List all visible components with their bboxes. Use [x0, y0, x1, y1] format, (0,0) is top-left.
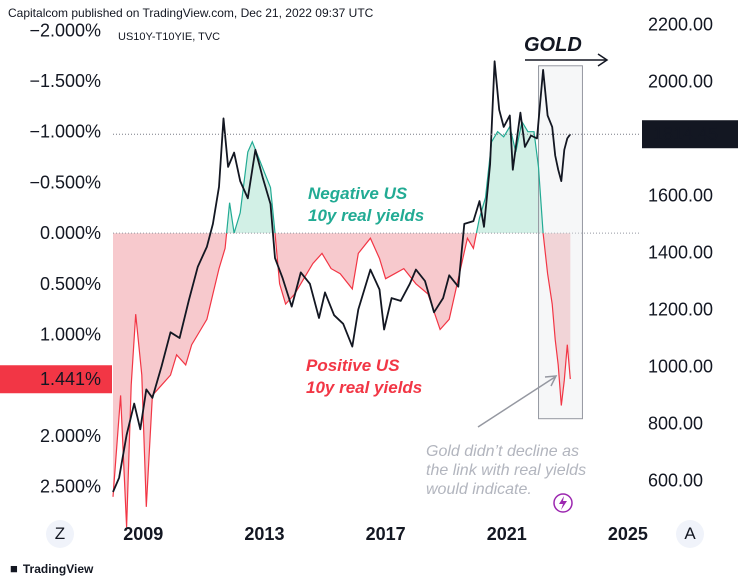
left-axis-tick: 0.000%: [40, 223, 101, 243]
right-axis-tick: 1600.00: [648, 185, 713, 205]
right-axis-tick: 1200.00: [648, 299, 713, 319]
x-axis-tick: 2013: [244, 524, 284, 544]
positive-yield-label-line1: Positive US: [306, 356, 400, 375]
right-axis-tick: 2000.00: [648, 71, 713, 91]
left-axis-tick: −1.000%: [29, 122, 101, 142]
x-axis-tick: 2009: [123, 524, 163, 544]
note-line3: would indicate.: [426, 481, 532, 498]
note-arrow-line: [477, 376, 556, 428]
gold-arrow-icon: [597, 53, 609, 67]
right-axis-tick: 1400.00: [648, 242, 713, 262]
tradingview-logo-icon: ■: [10, 561, 18, 576]
tradingview-brand: ■ TradingView: [10, 561, 93, 576]
gold-price-line: [112, 60, 572, 493]
current-price-badge: [642, 120, 738, 149]
annotation-layer: GOLD Negative US 10y real yields Positive U…: [306, 34, 609, 513]
negative-yield-label-line1: Negative US: [308, 184, 408, 203]
gold-label: GOLD: [524, 34, 582, 56]
note-line1: Gold didn’t decline as: [426, 443, 579, 460]
negative-yield-area: [113, 121, 571, 234]
x-axis-tick: 2017: [366, 524, 406, 544]
highlight-box: [538, 65, 583, 420]
real-yield-line-positive: [112, 233, 571, 528]
auto-scale-right-button[interactable]: A: [676, 520, 704, 548]
positive-yield-label-line2: 10y real yields: [306, 378, 422, 397]
right-axis-tick: 600.00: [648, 471, 703, 491]
negative-yield-label-line2: 10y real yields: [308, 206, 424, 225]
chart-lines-layer: [112, 60, 640, 528]
left-axis-tick: 0.500%: [40, 274, 101, 294]
left-axis-tick: −2.000%: [29, 20, 101, 40]
left-axis-tick: −1.500%: [29, 71, 101, 91]
auto-scale-left-button[interactable]: Z: [46, 520, 74, 548]
left-axis-tick: 2.500%: [40, 477, 101, 497]
tradingview-brand-label: TradingView: [22, 561, 94, 576]
x-axis-tick: 2021: [487, 524, 527, 544]
current-yield-badge: [0, 365, 112, 394]
positive-yield-area: [113, 233, 571, 528]
left-axis-tick: 1.000%: [40, 325, 101, 345]
note-arrow-icon: [544, 375, 558, 387]
x-axis-tick: 2025: [608, 524, 648, 544]
right-axis-tick: 800.00: [648, 414, 703, 434]
right-axis-tick: 1000.00: [648, 357, 713, 377]
left-axis-tick: 2.000%: [40, 426, 101, 446]
current-price-badge-label: 1814.45: [653, 124, 718, 144]
note-line2: the link with real yields: [426, 462, 586, 479]
left-axis-tick: −0.500%: [29, 172, 101, 192]
axes-layer: −2.000% −1.500% −1.000% −0.500% 0.000% 0.500%…: [0, 14, 738, 544]
right-axis-tick: 2200.00: [648, 14, 713, 34]
real-yield-line-negative: [225, 119, 544, 234]
real-yield-fill-layer: [113, 65, 640, 528]
publisher-header: Capitalcom published on TradingView.com,…: [8, 6, 374, 20]
series-label: US10Y-T10YIE, TVC: [118, 31, 221, 43]
lightning-icon: [559, 496, 567, 510]
current-yield-badge-label: 1.441%: [40, 369, 101, 389]
